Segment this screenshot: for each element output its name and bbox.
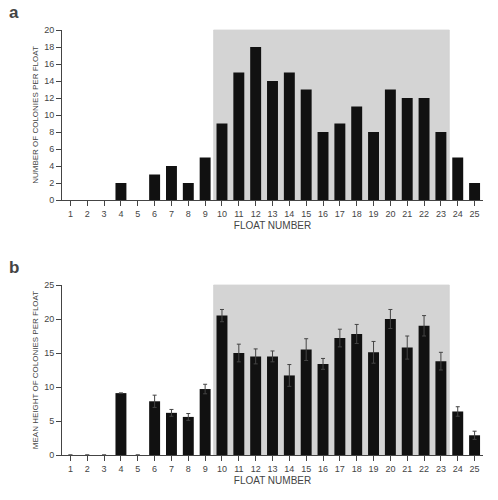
svg-text:21: 21	[402, 209, 412, 219]
svg-text:14: 14	[284, 464, 294, 474]
svg-text:4: 4	[118, 209, 123, 219]
svg-text:FLOAT NUMBER: FLOAT NUMBER	[234, 475, 311, 486]
svg-text:9: 9	[203, 464, 208, 474]
svg-text:22: 22	[419, 464, 429, 474]
svg-text:a: a	[9, 3, 19, 22]
svg-text:5: 5	[135, 464, 140, 474]
svg-text:6: 6	[49, 144, 54, 154]
svg-text:24: 24	[453, 464, 463, 474]
svg-text:5: 5	[135, 209, 140, 219]
svg-text:7: 7	[169, 464, 174, 474]
svg-text:21: 21	[402, 464, 412, 474]
svg-text:12: 12	[251, 209, 261, 219]
svg-text:12: 12	[44, 93, 54, 103]
svg-text:MEAN HEIGHT OF COLONIES PER FL: MEAN HEIGHT OF COLONIES PER FLOAT	[31, 291, 40, 450]
svg-text:4: 4	[118, 464, 123, 474]
svg-text:3: 3	[102, 464, 107, 474]
svg-text:22: 22	[419, 209, 429, 219]
svg-text:8: 8	[49, 127, 54, 137]
svg-text:2: 2	[85, 209, 90, 219]
svg-text:6: 6	[152, 464, 157, 474]
svg-text:15: 15	[301, 209, 311, 219]
svg-text:16: 16	[318, 209, 328, 219]
svg-text:8: 8	[186, 209, 191, 219]
svg-text:10: 10	[44, 382, 54, 392]
svg-text:19: 19	[369, 464, 379, 474]
svg-text:13: 13	[267, 209, 277, 219]
svg-text:25: 25	[44, 280, 54, 290]
svg-text:12: 12	[251, 464, 261, 474]
svg-text:10: 10	[217, 464, 227, 474]
svg-text:20: 20	[44, 25, 54, 35]
svg-text:17: 17	[335, 209, 345, 219]
svg-text:20: 20	[44, 314, 54, 324]
svg-text:2: 2	[49, 178, 54, 188]
svg-text:7: 7	[169, 209, 174, 219]
svg-text:b: b	[9, 258, 19, 277]
svg-text:13: 13	[267, 464, 277, 474]
svg-text:10: 10	[44, 110, 54, 120]
svg-text:4: 4	[49, 161, 54, 171]
svg-text:9: 9	[203, 209, 208, 219]
svg-text:3: 3	[102, 209, 107, 219]
svg-text:24: 24	[453, 209, 463, 219]
svg-text:10: 10	[217, 209, 227, 219]
svg-text:14: 14	[284, 209, 294, 219]
svg-text:1: 1	[68, 209, 73, 219]
svg-text:FLOAT NUMBER: FLOAT NUMBER	[234, 220, 311, 231]
svg-text:23: 23	[436, 209, 446, 219]
svg-text:16: 16	[44, 59, 54, 69]
svg-text:14: 14	[44, 76, 54, 86]
svg-text:18: 18	[352, 464, 362, 474]
svg-text:5: 5	[49, 416, 54, 426]
svg-text:17: 17	[335, 464, 345, 474]
svg-text:25: 25	[470, 464, 480, 474]
svg-text:15: 15	[44, 348, 54, 358]
svg-text:16: 16	[318, 464, 328, 474]
svg-text:NUMBER OF COLONIES PER FLOAT: NUMBER OF COLONIES PER FLOAT	[31, 46, 40, 184]
svg-text:20: 20	[385, 464, 395, 474]
svg-text:8: 8	[186, 464, 191, 474]
svg-text:20: 20	[385, 209, 395, 219]
svg-text:1: 1	[68, 464, 73, 474]
svg-text:0: 0	[49, 195, 54, 205]
svg-text:25: 25	[470, 209, 480, 219]
svg-text:18: 18	[352, 209, 362, 219]
svg-text:11: 11	[234, 209, 243, 219]
svg-text:0: 0	[49, 450, 54, 460]
svg-text:11: 11	[234, 464, 243, 474]
svg-text:19: 19	[369, 209, 379, 219]
svg-text:15: 15	[301, 464, 311, 474]
svg-text:18: 18	[44, 42, 54, 52]
svg-text:23: 23	[436, 464, 446, 474]
svg-text:2: 2	[85, 464, 90, 474]
svg-text:6: 6	[152, 209, 157, 219]
